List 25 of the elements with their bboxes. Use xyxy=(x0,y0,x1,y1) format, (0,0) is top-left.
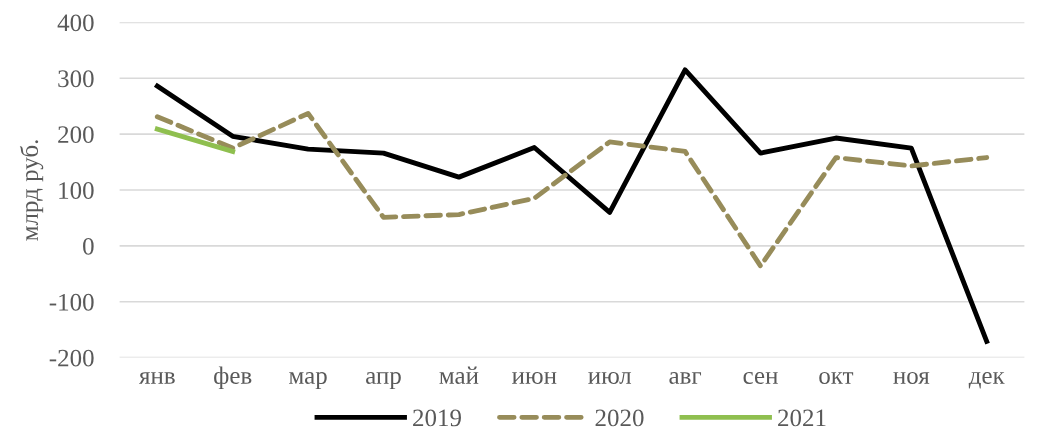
x-tick-label: авг xyxy=(669,372,702,384)
x-tick-label: сен xyxy=(743,371,778,384)
line-series xyxy=(154,111,990,269)
legend-label: 2020 xyxy=(595,409,644,427)
x-tick-label: май xyxy=(439,366,479,384)
x-tick-label: янв xyxy=(139,372,175,384)
y-tick-label: 100 xyxy=(59,182,94,199)
y-tick-label: 400 xyxy=(57,14,94,32)
x-tick-label: мар xyxy=(289,371,327,390)
x-tick-label: июн xyxy=(512,371,557,384)
x-tick-label: ноя xyxy=(893,371,930,384)
legend-label: 2019 xyxy=(413,409,461,427)
legend-label: 2021 xyxy=(778,409,826,427)
y-axis-title: млрд руб. xyxy=(19,140,44,241)
y-tick-label: -200 xyxy=(49,349,94,367)
x-tick-label: дек xyxy=(968,371,1005,389)
y-tick-label: -100 xyxy=(49,293,94,311)
x-tick-label: окт xyxy=(819,371,854,384)
line-series xyxy=(154,67,990,344)
y-tick-label: 0 xyxy=(83,237,94,255)
y-tick-label: 200 xyxy=(58,126,94,144)
y-tick-label: 300 xyxy=(58,70,94,88)
x-tick-label: фев xyxy=(214,366,252,390)
x-tick-label: апр xyxy=(366,371,401,390)
x-tick-label: июл xyxy=(588,371,632,384)
